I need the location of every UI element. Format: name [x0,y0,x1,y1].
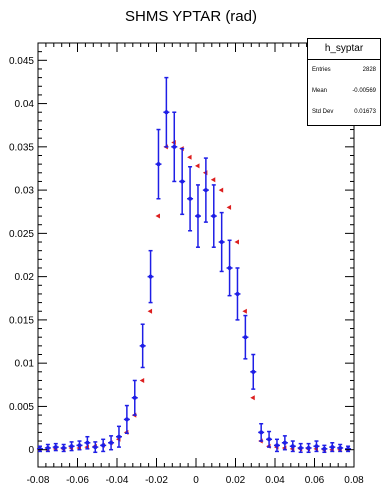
blue-data-point [346,446,351,451]
blue-data-point [251,369,256,374]
y-tick-label: 0.01 [15,359,35,370]
blue-data-point [93,445,98,450]
blue-data-point [45,445,50,450]
red-data-point [250,395,255,401]
red-data-point [139,377,145,383]
chart-title: SHMS YPTAR (rad) [125,8,257,25]
x-tick-label: 0.08 [344,475,364,486]
blue-data-point [235,291,240,296]
red-data-point [194,163,200,169]
blue-data-point [195,214,200,219]
stat-row-entries: Entries 2828 [308,60,380,81]
stats-box: h_syptar Entries 2828 Mean -0.00569 Std … [307,38,381,126]
blue-data-point [61,445,66,450]
y-tick-label: 0.035 [9,142,34,153]
y-tick-label: 0 [28,445,34,456]
blue-data-point [282,440,287,445]
blue-data-point [140,343,145,348]
blue-data-point [330,445,335,450]
stat-row-stddev: Std Dev 0.01673 [308,102,380,123]
blue-data-point [148,274,153,279]
blue-data-point [306,445,311,450]
x-tick-label: -0.06 [66,475,89,486]
blue-data-point [132,395,137,400]
stat-row-mean: Mean -0.00569 [308,81,380,102]
red-data-point [226,204,232,210]
blue-data-point [101,443,106,448]
blue-data-point [77,443,82,448]
blue-data-point [180,179,185,184]
blue-data-point [219,240,224,245]
blue-data-point [211,214,216,219]
y-tick-label: 0.005 [9,402,34,413]
stat-label: Mean [312,88,328,94]
x-tick-label: -0.08 [27,475,50,486]
blue-data-point [69,444,74,449]
blue-data-point [203,188,208,193]
red-data-point [242,308,247,314]
x-tick-label: 0 [193,475,199,486]
y-tick-label: 0.04 [15,99,35,110]
histogram-name: h_syptar [308,39,380,60]
stat-label: Std Dev [312,109,334,115]
y-tick-label: 0.045 [9,56,34,67]
y-tick-label: 0.015 [9,315,34,326]
red-data-point [218,187,224,193]
blue-data-point [53,445,58,450]
blue-data-point [37,446,42,451]
red-data-point [155,213,160,219]
blue-data-point [243,335,248,340]
blue-data-point [164,110,169,115]
x-tick-label: -0.04 [106,475,129,486]
red-data-point [210,177,216,183]
blue-data-point [124,417,129,422]
blue-data-point [172,144,177,149]
red-data-point [234,239,239,245]
blue-data-point [259,430,264,435]
blue-data-point [227,265,232,270]
blue-data-point [188,196,193,201]
x-tick-label: 0.04 [265,475,285,486]
stat-value: 0.01673 [354,109,376,115]
blue-data-point [338,445,343,450]
blue-data-point [322,446,327,451]
stat-label: Entries [312,67,331,73]
red-data-point [187,154,192,160]
blue-data-point [116,434,121,439]
x-tick-label: 0.02 [226,475,246,486]
blue-data-point [156,162,161,167]
blue-data-point [290,444,295,449]
y-tick-label: 0.02 [15,272,35,283]
blue-data-point [267,437,272,442]
stat-value: 2828 [362,67,376,73]
x-tick-label: 0.06 [305,475,325,486]
red-data-point [147,308,153,314]
y-tick-label: 0.03 [15,186,35,197]
y-tick-label: 0.025 [9,229,34,240]
stat-value: -0.00569 [352,88,376,94]
blue-data-point [314,444,319,449]
blue-data-point [298,445,303,450]
blue-data-point [274,443,279,448]
x-tick-label: -0.02 [145,475,168,486]
blue-data-point [85,440,90,445]
blue-data-point [109,440,114,445]
